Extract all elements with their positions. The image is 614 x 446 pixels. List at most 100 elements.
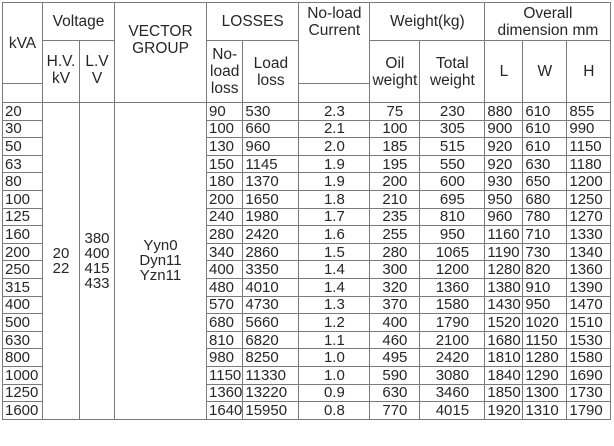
table-row: 1250 1360 13220 0.9 630 3460 1850 1300 1730 bbox=[2, 383, 612, 403]
header-oil-weight-line1: Oil bbox=[385, 54, 405, 72]
cell-h: 1360 bbox=[566, 260, 612, 279]
cell-load: 960 bbox=[242, 137, 300, 156]
table-row: 160 280 2420 1.6 255 950 1160 710 1330 bbox=[2, 225, 612, 244]
cell-noload: 130 bbox=[205, 137, 244, 156]
cell-w: 630 bbox=[522, 154, 568, 174]
table-row: 80 180 1370 1.9 200 600 930 650 1200 bbox=[2, 172, 612, 191]
cell-load: 13220 bbox=[242, 383, 300, 403]
cell-noload: 280 bbox=[205, 225, 244, 244]
cell-total: 1200 bbox=[419, 260, 486, 279]
table-row: 800 980 8250 1.0 495 2420 1810 1280 1580 bbox=[2, 348, 612, 367]
cell-oil: 195 bbox=[369, 154, 421, 174]
cell-current: 1.3 bbox=[298, 295, 371, 315]
cell-hv-merged: 20 22 bbox=[42, 102, 80, 420]
cell-noload: 980 bbox=[205, 348, 244, 367]
cell-w: 1310 bbox=[522, 401, 568, 420]
cell-h: 1790 bbox=[566, 401, 612, 420]
cell-h: 1390 bbox=[566, 277, 612, 297]
cell-kva: 315 bbox=[2, 277, 43, 297]
header-voltage: Voltage bbox=[42, 2, 115, 41]
header-load-loss-line1: Load bbox=[253, 54, 289, 72]
cell-kva: 800 bbox=[2, 348, 43, 367]
cell-total: 1790 bbox=[419, 313, 486, 332]
cell-total: 1360 bbox=[419, 277, 486, 297]
cell-l: 880 bbox=[484, 102, 524, 121]
cell-oil: 210 bbox=[369, 189, 421, 209]
cell-total: 1580 bbox=[419, 295, 486, 315]
cell-noload: 150 bbox=[205, 154, 244, 174]
cell-h: 1250 bbox=[566, 189, 612, 209]
vector-group-value: Dyn11 bbox=[139, 252, 182, 270]
cell-total: 3460 bbox=[419, 383, 486, 403]
lv-value: 380 bbox=[84, 229, 110, 247]
cell-l: 1380 bbox=[484, 277, 524, 297]
cell-load: 1370 bbox=[242, 172, 300, 191]
cell-kva: 1250 bbox=[2, 383, 43, 403]
header-current-spacer bbox=[298, 83, 371, 103]
cell-l: 1280 bbox=[484, 260, 524, 279]
header-noload-loss-line1: No- bbox=[212, 46, 238, 63]
spec-table-wrapper: kVA Voltage VECTOR GROUP LOSSES No-load … bbox=[2, 2, 612, 420]
header-total-weight-line2: weight bbox=[429, 71, 475, 89]
cell-l: 960 bbox=[484, 207, 524, 227]
cell-l: 900 bbox=[484, 119, 524, 139]
header-hv: H.V. kV bbox=[42, 40, 80, 103]
cell-oil: 460 bbox=[369, 330, 421, 350]
cell-kva: 1000 bbox=[2, 365, 43, 385]
header-lv-line2: V bbox=[91, 70, 103, 87]
table-row: 250 400 3350 1.4 300 1200 1280 820 1360 bbox=[2, 260, 612, 279]
cell-noload: 480 bbox=[205, 277, 244, 297]
header-weight: Weight(kg) bbox=[369, 2, 486, 41]
cell-vector-group-merged: Yyn0 Dyn11 Yzn11 bbox=[114, 102, 207, 420]
header-kva: kVA bbox=[2, 2, 43, 84]
header-load-loss: Load loss bbox=[242, 40, 300, 103]
cell-w: 950 bbox=[522, 295, 568, 315]
cell-total: 1065 bbox=[419, 242, 486, 262]
cell-w: 610 bbox=[522, 119, 568, 139]
cell-noload: 100 bbox=[205, 119, 244, 139]
cell-noload: 810 bbox=[205, 330, 244, 350]
cell-current: 1.5 bbox=[298, 242, 371, 262]
cell-h: 1340 bbox=[566, 242, 612, 262]
cell-kva: 20 bbox=[2, 102, 43, 121]
cell-load: 3350 bbox=[242, 260, 300, 279]
cell-w: 650 bbox=[522, 172, 568, 191]
cell-load: 4730 bbox=[242, 295, 300, 315]
header-vector-line2: GROUP bbox=[132, 40, 189, 57]
cell-oil: 235 bbox=[369, 207, 421, 227]
cell-w: 730 bbox=[522, 242, 568, 262]
header-lv: L.V V bbox=[79, 40, 115, 103]
cell-l: 1430 bbox=[484, 295, 524, 315]
lv-value: 433 bbox=[84, 274, 110, 292]
cell-h: 1530 bbox=[566, 330, 612, 350]
header-lv-line1: L.V bbox=[85, 53, 109, 70]
cell-noload: 200 bbox=[205, 189, 244, 209]
cell-total: 695 bbox=[419, 189, 486, 209]
header-hv-line2: kV bbox=[51, 70, 71, 87]
header-oil-weight-line2: weight bbox=[372, 71, 418, 89]
cell-l: 1680 bbox=[484, 330, 524, 350]
cell-oil: 495 bbox=[369, 348, 421, 367]
cell-l: 930 bbox=[484, 172, 524, 191]
table-row: 50 130 960 2.0 185 515 920 610 1150 bbox=[2, 137, 612, 156]
cell-noload: 90 bbox=[205, 102, 244, 121]
cell-kva: 100 bbox=[2, 189, 43, 209]
cell-load: 5660 bbox=[242, 313, 300, 332]
cell-current: 1.4 bbox=[298, 260, 371, 279]
cell-noload: 1360 bbox=[205, 383, 244, 403]
cell-oil: 400 bbox=[369, 313, 421, 332]
cell-kva: 30 bbox=[2, 119, 43, 139]
cell-l: 1850 bbox=[484, 383, 524, 403]
cell-w: 680 bbox=[522, 189, 568, 209]
table-row: 1600 1640 15950 0.8 770 4015 1920 1310 1790 bbox=[2, 401, 612, 420]
cell-l: 920 bbox=[484, 137, 524, 156]
cell-w: 610 bbox=[522, 102, 568, 121]
header-noload-current: No-load Current bbox=[298, 2, 371, 84]
cell-kva: 160 bbox=[2, 225, 43, 244]
cell-h: 1150 bbox=[566, 137, 612, 156]
cell-kva: 200 bbox=[2, 242, 43, 262]
cell-l: 1520 bbox=[484, 313, 524, 332]
cell-current: 1.0 bbox=[298, 365, 371, 385]
cell-w: 710 bbox=[522, 225, 568, 244]
cell-noload: 570 bbox=[205, 295, 244, 315]
